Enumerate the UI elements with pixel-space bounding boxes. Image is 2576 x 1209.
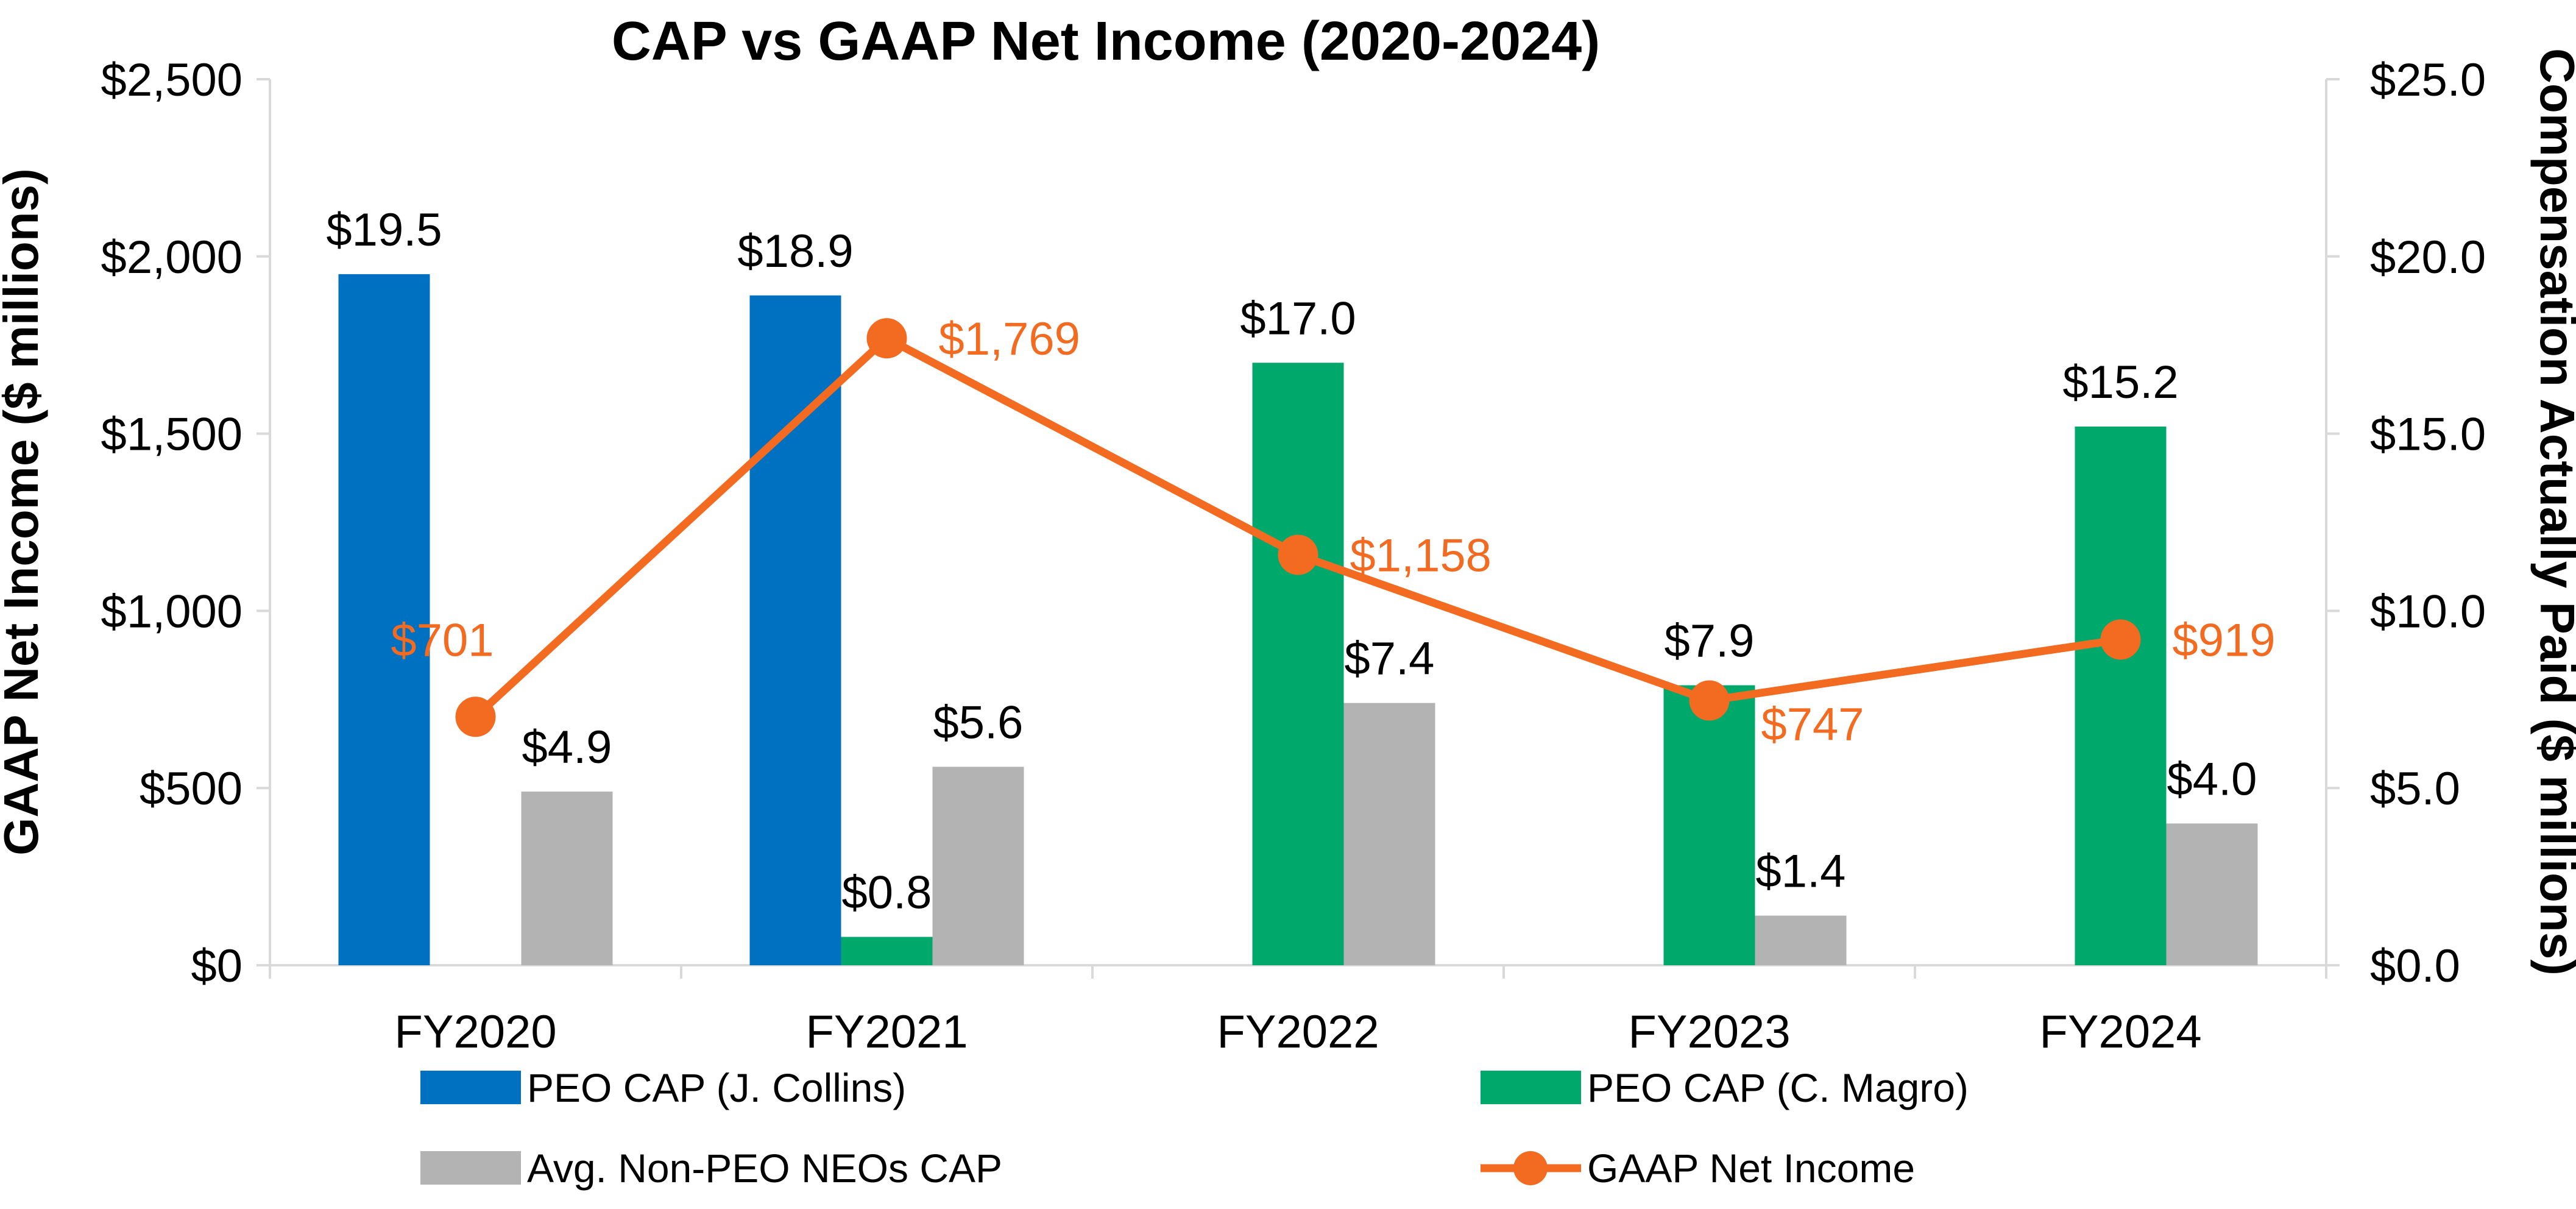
bar — [1252, 363, 1344, 965]
line-data-label: $701 — [391, 614, 494, 666]
y-left-tick-label: $0 — [191, 940, 242, 992]
y-right-tick-label: $0.0 — [2370, 940, 2460, 992]
legend-label: PEO CAP (J. Collins) — [527, 1065, 906, 1110]
bars — [338, 274, 2258, 965]
y-right-tick-label: $5.0 — [2370, 763, 2460, 815]
bar — [2166, 823, 2258, 965]
legend-label: GAAP Net Income — [1587, 1146, 1915, 1191]
bar-data-label: $0.8 — [842, 867, 932, 918]
legend-label: PEO CAP (C. Magro) — [1587, 1065, 1969, 1110]
legend-swatch — [1513, 1151, 1548, 1185]
bar-data-label: $1.4 — [1756, 846, 1846, 898]
line-point — [1278, 534, 1318, 575]
bar — [2075, 426, 2167, 965]
y-left-tick-label: $1,000 — [101, 586, 242, 637]
bar — [932, 767, 1024, 965]
legend-swatch — [420, 1151, 521, 1185]
x-tick-label: FY2022 — [1217, 1006, 1379, 1058]
y-right-axis-title: Compensation Actually Paid ($ millions) — [2530, 48, 2576, 976]
legend-swatch — [1481, 1071, 1581, 1104]
legend: PEO CAP (J. Collins) PEO CAP (C. Magro) Av… — [420, 1065, 1969, 1191]
bar — [749, 295, 841, 965]
bar-data-label: $17.0 — [1240, 292, 1356, 344]
y-left-tick-label: $1,500 — [101, 409, 242, 461]
bar — [338, 274, 430, 965]
bar-data-label: $4.0 — [2167, 753, 2257, 805]
bar — [1663, 685, 1755, 965]
x-tick-label: FY2020 — [394, 1006, 556, 1058]
x-tick-label: FY2024 — [2039, 1006, 2201, 1058]
line-point — [455, 697, 496, 737]
y-left-tick-label: $500 — [140, 763, 242, 815]
axes: $0 $500 $1,000 $1,500 $2,000 $2,500 $0.0 $5.0 $1… — [101, 54, 2486, 1058]
legend-swatch — [420, 1071, 521, 1104]
y-right-tick-label: $20.0 — [2370, 232, 2486, 283]
x-tick-label: FY2021 — [805, 1006, 968, 1058]
bar-data-label: $19.5 — [326, 204, 442, 256]
chart-title: CAP vs GAAP Net Income (2020-2024) — [612, 11, 1600, 72]
bar-data-label: $7.4 — [1345, 633, 1435, 685]
data-labels: $19.5 $18.9 $0.8 $17.0 $7.9 $15.2 $4.9 $5.6 $7.4… — [326, 204, 2275, 919]
bar-data-label: $7.9 — [1665, 615, 1755, 667]
bar — [841, 937, 933, 965]
bar-data-label: $15.2 — [2062, 356, 2178, 408]
y-right-tick-label: $15.0 — [2370, 409, 2486, 461]
line-point — [2100, 619, 2141, 660]
line-data-label: $747 — [1761, 699, 1864, 751]
y-right-tick-label: $10.0 — [2370, 586, 2486, 637]
line-series — [455, 318, 2141, 737]
y-left-axis-title: GAAP Net Income ($ millions) — [0, 168, 48, 856]
x-tick-label: FY2023 — [1628, 1006, 1790, 1058]
y-left-tick-label: $2,000 — [101, 232, 242, 283]
y-left-tick-label: $2,500 — [101, 54, 242, 106]
bar-data-label: $5.6 — [933, 697, 1024, 748]
bar-data-label: $4.9 — [522, 722, 612, 773]
line-point — [866, 318, 907, 359]
legend-label: Avg. Non-PEO NEOs CAP — [527, 1146, 1002, 1191]
line-data-label: $1,769 — [939, 313, 1080, 365]
bar — [1343, 703, 1435, 965]
bar — [1755, 915, 1847, 965]
line-data-label: $919 — [2173, 615, 2276, 667]
line-data-label: $1,158 — [1350, 530, 1491, 582]
bar-data-label: $18.9 — [737, 225, 853, 277]
line-point — [1689, 680, 1730, 721]
y-right-tick-label: $25.0 — [2370, 54, 2486, 106]
bar — [521, 792, 613, 965]
